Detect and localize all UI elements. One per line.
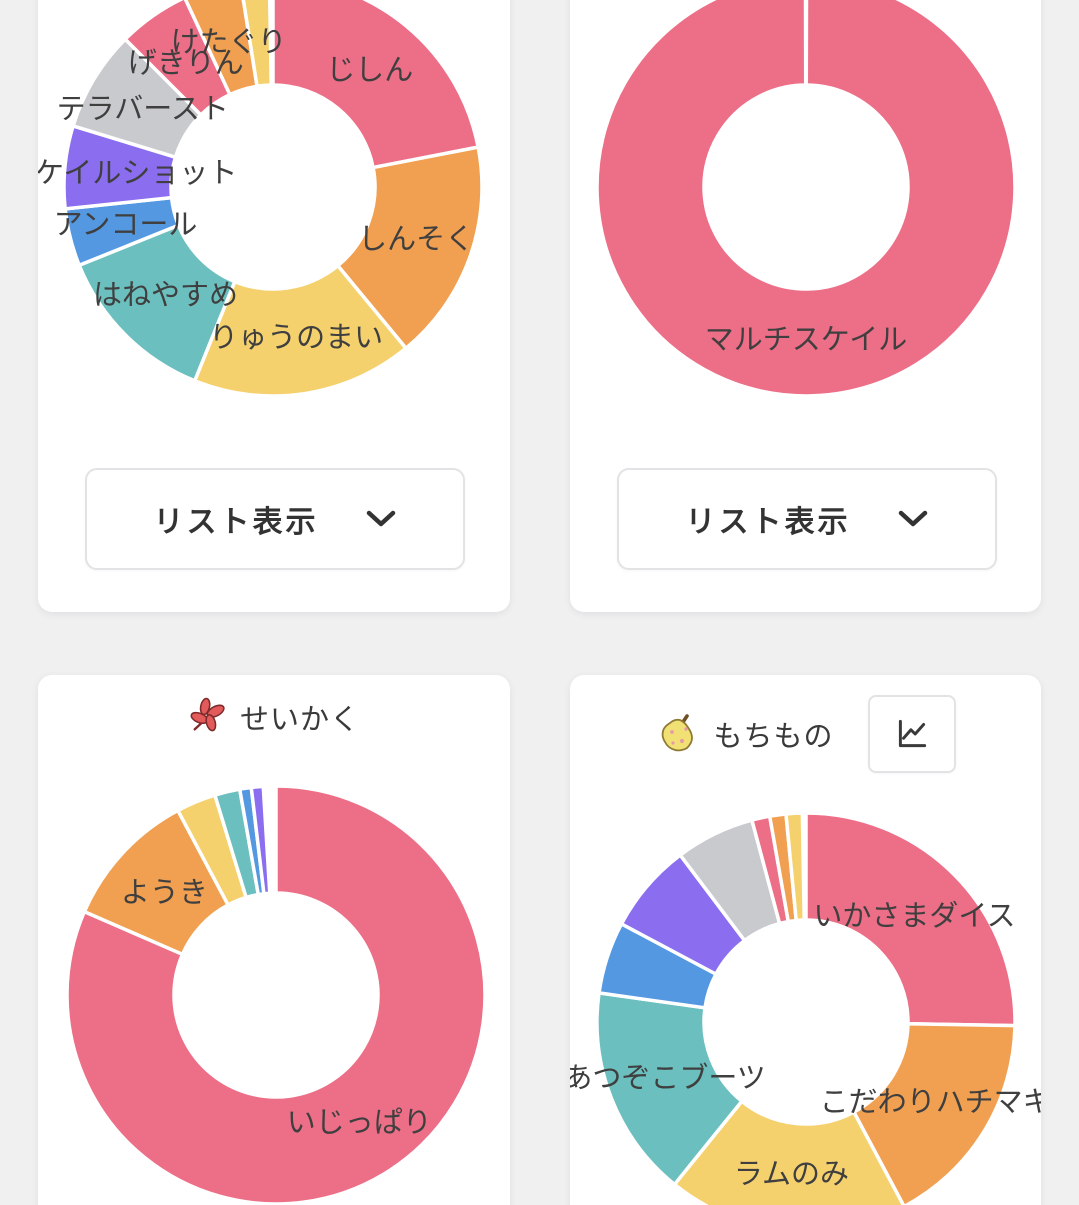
donut-segment-label: いかさまダイス [813, 899, 1015, 933]
donut-segment[interactable] [595, 0, 1017, 398]
donut-segment[interactable] [336, 145, 484, 351]
donut-segment[interactable] [65, 784, 487, 1205]
donut-segment[interactable] [852, 1022, 1017, 1205]
donut-segment-label: げきりん [128, 46, 244, 80]
donut-segment-label: マルチスケイル [705, 322, 907, 356]
donut-segment[interactable] [240, 0, 273, 89]
donut-segment[interactable] [271, 0, 480, 170]
donut-segment-label: はねやすめ [93, 278, 238, 312]
donut-segment-label: じしん [326, 53, 413, 87]
donut-segment-label: テラバースト [57, 92, 229, 126]
ability-donut-chart[interactable]: マルチスケイル [570, 0, 1041, 437]
nature-donut-chart[interactable]: いじっぱり ようき [38, 745, 510, 1205]
donut-segment-label: しんそく [358, 221, 474, 255]
berry-icon [662, 714, 694, 752]
item-trend-button[interactable] [867, 695, 956, 773]
item-card-title-text: もちもの [713, 719, 834, 753]
ability-chart-card: マルチスケイル リスト表示 [570, 0, 1041, 612]
donut-segment-label: スケイルショット [38, 155, 237, 189]
nature-chart-card: せいかく いじっぱり ようき [38, 675, 510, 1205]
chevron-down-icon [366, 510, 395, 527]
donut-segment[interactable] [192, 263, 408, 398]
moves-list-toggle-button[interactable]: リスト表示 [85, 468, 465, 570]
ability-list-toggle-button[interactable]: リスト表示 [617, 468, 997, 570]
item-chart-card: もちもの いかさまダイスこだわりハチマキラムのみ あつぞこブーツ [570, 675, 1041, 1205]
donut-segment-label: いじっぱり [287, 1105, 432, 1139]
nature-card-title-text: せいかく [239, 702, 360, 736]
list-toggle-label: リスト表示 [153, 506, 319, 539]
donut-segment-label: けたぐり [171, 25, 287, 59]
donut-segment-label: ようき [121, 875, 208, 909]
donut-segment[interactable] [249, 784, 272, 896]
donut-segment-label: アンコール [54, 207, 198, 241]
donut-segment[interactable] [595, 991, 744, 1187]
donut-segment-label: あつぞこブーツ [570, 1061, 766, 1095]
line-chart-icon [898, 719, 926, 748]
item-donut-chart[interactable]: いかさまダイスこだわりハチマキラムのみ あつぞこブーツ [570, 772, 1041, 1205]
list-toggle-label: リスト表示 [685, 506, 851, 539]
donut-segment[interactable] [672, 1099, 906, 1205]
donut-segment-label: ラムのみ [734, 1156, 849, 1190]
donut-segment-label: りゅうのまい [209, 320, 383, 354]
chevron-down-icon [898, 510, 927, 527]
nature-card-title: せいかく [38, 693, 510, 741]
donut-segment[interactable] [784, 811, 806, 923]
donut-segment-label: こだわりハチマキ [820, 1084, 1041, 1118]
donut-segment[interactable] [804, 811, 1017, 1028]
mint-icon [190, 697, 225, 732]
item-card-title: もちもの [570, 695, 1041, 773]
donut-segment[interactable] [123, 0, 232, 117]
